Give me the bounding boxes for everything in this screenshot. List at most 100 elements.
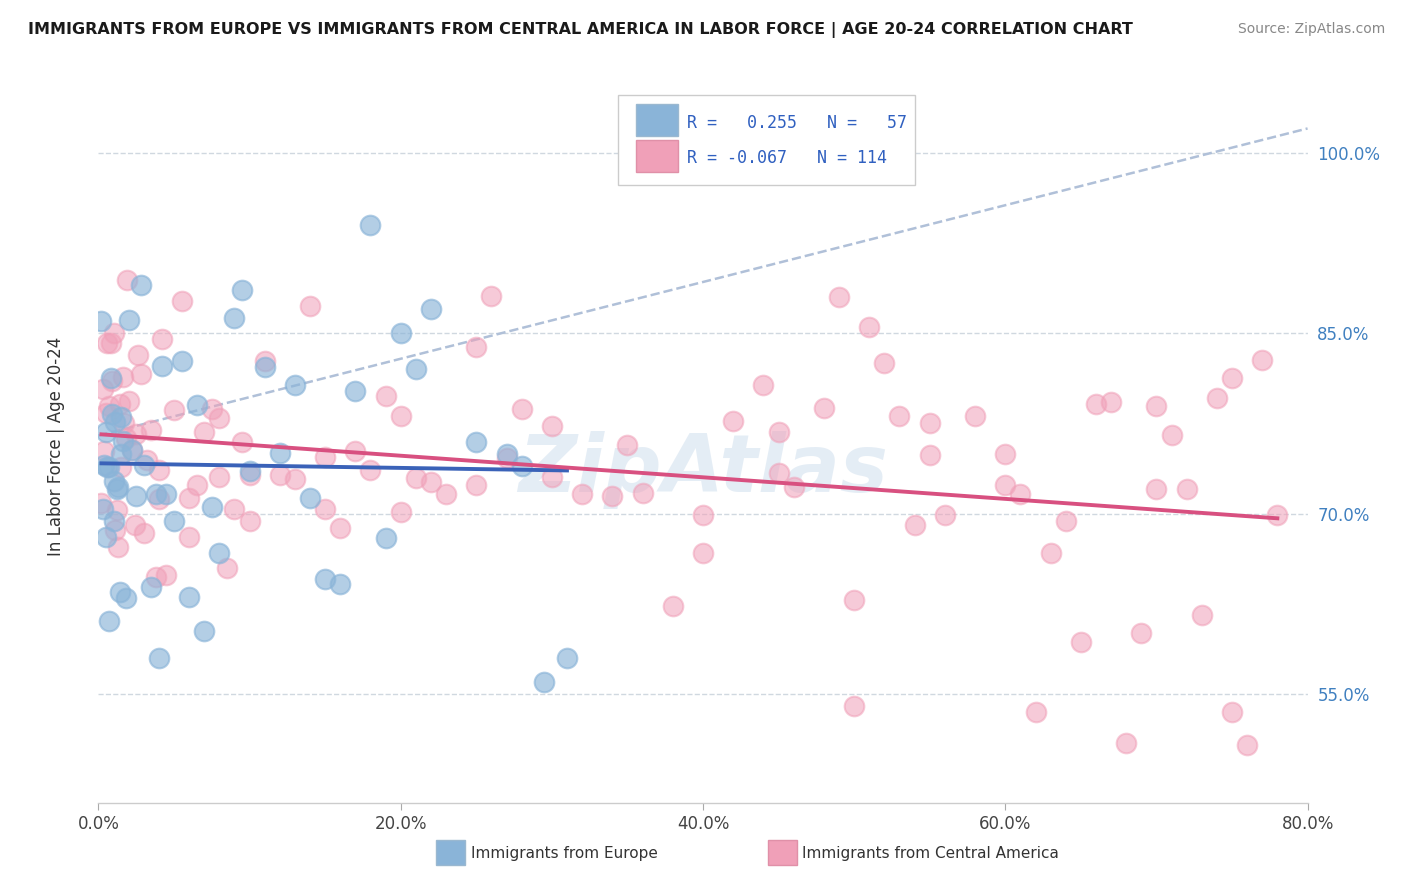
Point [104,523,127,537]
Point [107,540,129,554]
Point [1191,607,1213,622]
Point [112,417,135,431]
Point [105,482,128,496]
Point [360,218,382,232]
Point [224,310,246,325]
Point [110,460,132,475]
Point [239,514,262,528]
Point [121,442,143,457]
Point [329,521,352,535]
Point [299,299,322,313]
Point [208,411,231,425]
Point [918,448,941,462]
Point [150,359,173,374]
Point [616,438,638,452]
Point [510,458,533,473]
Point [828,290,851,304]
Point [873,356,896,370]
Point [163,514,186,528]
Point [1099,394,1122,409]
Point [231,434,253,449]
Point [813,401,835,415]
Point [98,614,121,628]
Text: IMMIGRANTS FROM EUROPE VS IMMIGRANTS FROM CENTRAL AMERICA IN LABOR FORCE | AGE 2: IMMIGRANTS FROM EUROPE VS IMMIGRANTS FRO… [28,22,1133,38]
Point [141,580,163,594]
Point [329,577,352,591]
Point [1070,635,1092,649]
Point [692,508,714,522]
Point [389,505,412,519]
Point [374,531,396,545]
Point [129,367,152,381]
Point [98,460,121,475]
Point [224,502,246,516]
Text: In Labor Force | Age 20-24: In Labor Force | Age 20-24 [48,336,65,556]
Point [269,446,291,460]
Point [533,675,555,690]
Point [186,398,208,412]
Point [374,389,396,403]
Point [360,462,382,476]
Point [571,487,593,501]
Point [405,362,427,376]
Point [125,426,148,441]
Point [124,518,146,533]
Point [889,409,911,423]
Point [215,560,238,574]
Point [555,651,578,665]
Point [135,452,157,467]
Point [201,500,224,514]
Point [1115,735,1137,749]
Point [103,514,125,528]
Point [100,335,122,350]
Point [1130,625,1153,640]
FancyBboxPatch shape [768,840,797,865]
Point [481,289,503,303]
Point [101,407,124,421]
Point [1039,546,1062,560]
Point [783,479,806,493]
Point [150,332,173,346]
Point [148,463,170,477]
Point [170,294,193,309]
Point [994,447,1017,461]
Point [100,371,122,385]
Text: Immigrants from Europe: Immigrants from Europe [471,846,658,861]
Point [1267,508,1289,522]
Point [405,471,427,485]
Point [148,492,170,507]
Point [1251,352,1274,367]
Point [844,699,866,714]
Point [269,468,291,483]
Point [90,496,112,510]
Point [420,475,443,490]
Point [1220,371,1243,385]
Text: Source: ZipAtlas.com: Source: ZipAtlas.com [1237,22,1385,37]
Point [94,425,117,440]
Point [1144,482,1167,496]
Point [994,477,1017,491]
Point [127,348,149,362]
Point [752,377,775,392]
Point [163,403,186,417]
Point [105,502,128,516]
Point [540,418,562,433]
Point [111,434,134,448]
Point [768,425,790,439]
Point [98,400,121,414]
Point [465,340,488,354]
Point [118,312,141,326]
Point [103,475,125,489]
Point [253,354,276,368]
Point [193,624,215,638]
Point [94,406,117,420]
Point [91,382,114,396]
Text: Immigrants from Central America: Immigrants from Central America [803,846,1059,861]
Point [1175,482,1198,496]
Point [193,425,215,440]
Point [132,458,155,472]
Point [858,320,880,334]
Point [114,431,136,445]
Point [1024,706,1046,720]
Point [110,409,132,424]
